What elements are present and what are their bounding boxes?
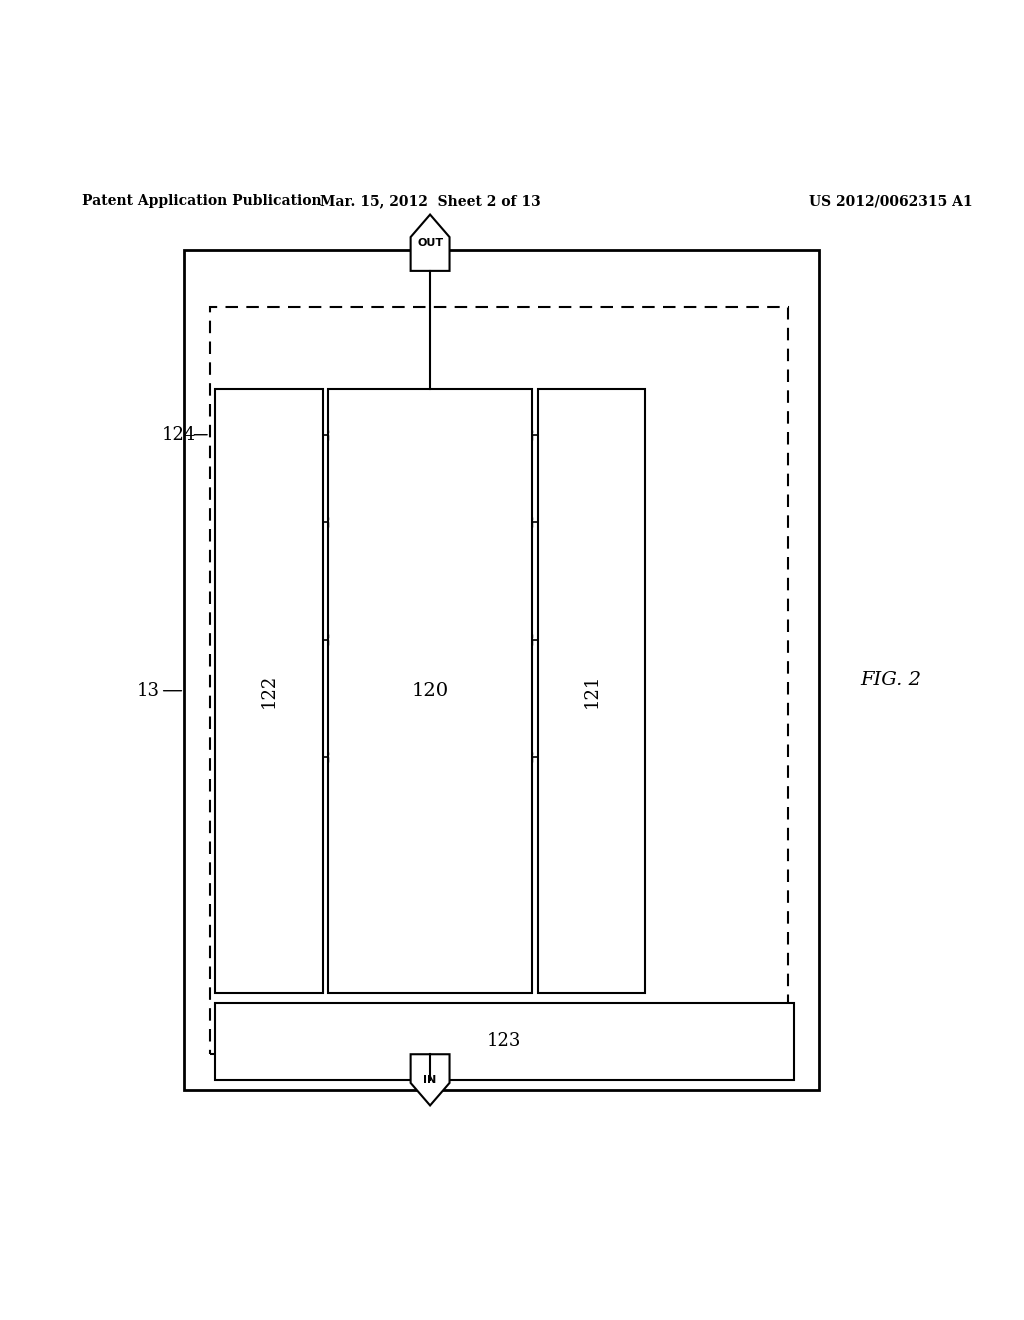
FancyBboxPatch shape [215,388,323,993]
FancyBboxPatch shape [184,251,819,1090]
Text: 121: 121 [583,673,600,708]
Text: Patent Application Publication: Patent Application Publication [82,194,322,209]
FancyBboxPatch shape [328,388,532,993]
Text: 120: 120 [412,681,449,700]
Text: 123: 123 [487,1032,521,1051]
Text: 13: 13 [137,681,160,700]
Text: FIG. 2: FIG. 2 [860,672,922,689]
FancyBboxPatch shape [538,388,645,993]
Text: 124: 124 [162,426,197,444]
Polygon shape [411,215,450,271]
Text: IN: IN [424,1074,436,1085]
Text: OUT: OUT [417,238,443,248]
Text: US 2012/0062315 A1: US 2012/0062315 A1 [809,194,973,209]
FancyBboxPatch shape [215,1003,794,1080]
Polygon shape [411,1055,450,1105]
Text: 122: 122 [260,673,278,708]
Text: Mar. 15, 2012  Sheet 2 of 13: Mar. 15, 2012 Sheet 2 of 13 [319,194,541,209]
